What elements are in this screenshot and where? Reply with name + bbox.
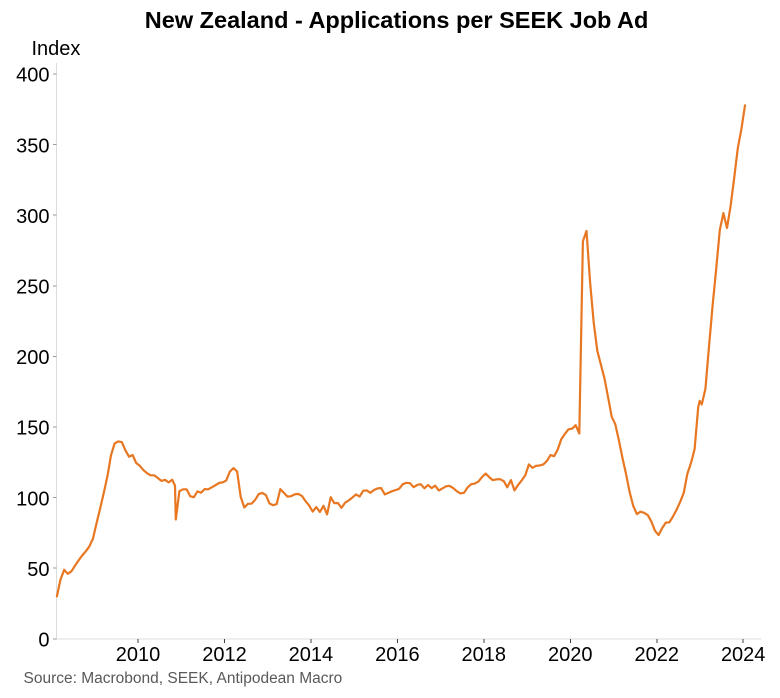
svg-text:2012: 2012 — [202, 644, 247, 666]
svg-text:300: 300 — [16, 206, 49, 228]
svg-text:2018: 2018 — [462, 644, 507, 666]
svg-text:Index: Index — [32, 38, 81, 60]
svg-text:2024: 2024 — [721, 644, 766, 666]
svg-text:2010: 2010 — [116, 644, 161, 666]
svg-text:250: 250 — [16, 277, 49, 299]
svg-text:2020: 2020 — [548, 644, 593, 666]
svg-text:0: 0 — [38, 630, 49, 652]
svg-text:400: 400 — [16, 65, 49, 87]
svg-text:Source: Macrobond, SEEK, Antip: Source: Macrobond, SEEK, Antipodean Macr… — [24, 670, 343, 687]
svg-text:2022: 2022 — [635, 644, 680, 666]
svg-text:150: 150 — [16, 418, 49, 440]
svg-text:200: 200 — [16, 347, 49, 369]
svg-text:2014: 2014 — [289, 644, 334, 666]
svg-text:New Zealand - Applications per: New Zealand - Applications per SEEK Job … — [145, 7, 649, 33]
svg-text:350: 350 — [16, 135, 49, 157]
svg-text:2016: 2016 — [375, 644, 420, 666]
svg-text:50: 50 — [27, 559, 49, 581]
svg-text:100: 100 — [16, 488, 49, 510]
